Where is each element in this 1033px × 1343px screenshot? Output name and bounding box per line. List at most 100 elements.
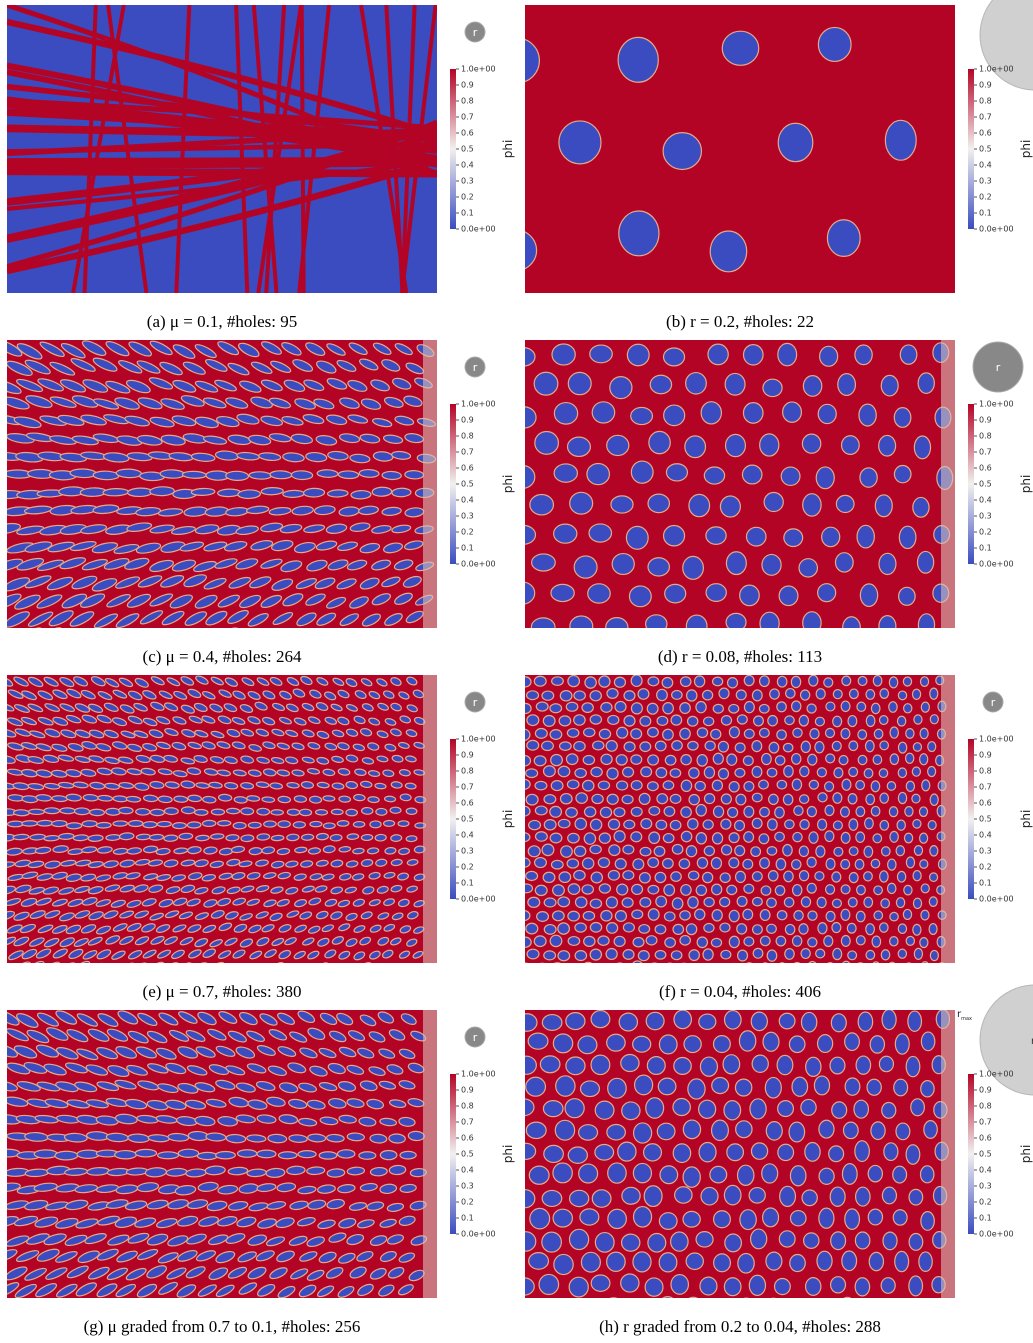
hole xyxy=(735,1079,751,1096)
hole xyxy=(814,1076,829,1095)
hole xyxy=(191,488,215,496)
hole xyxy=(644,1186,662,1207)
hole xyxy=(735,743,745,752)
radius-symbol: r xyxy=(473,361,478,374)
hole xyxy=(881,375,898,396)
hole xyxy=(681,780,691,791)
caption: (g) μ graded from 0.7 to 0.1, #holes: 25… xyxy=(84,1317,361,1336)
hole xyxy=(897,820,905,830)
caption: (b) r = 0.2, #holes: 22 xyxy=(666,312,814,331)
hole xyxy=(626,526,648,549)
hole xyxy=(905,807,913,817)
hole xyxy=(544,898,556,907)
hole xyxy=(864,897,873,907)
colorbar-tick-label: 0.6 xyxy=(979,464,992,473)
hole xyxy=(672,898,683,909)
colorbar-tick-label: 0.5 xyxy=(461,145,474,154)
hole xyxy=(721,794,731,804)
hole xyxy=(158,1152,179,1159)
hole xyxy=(294,795,307,802)
hole xyxy=(864,769,873,778)
hole xyxy=(687,690,697,701)
hole xyxy=(701,402,721,424)
hole xyxy=(526,923,538,934)
hole xyxy=(116,469,142,478)
hole xyxy=(568,911,580,921)
hole xyxy=(398,821,409,827)
hole xyxy=(665,755,676,765)
boundary-fade xyxy=(941,340,955,628)
hole xyxy=(133,961,148,973)
hole xyxy=(575,818,586,829)
hole xyxy=(873,676,882,687)
radius-label: r xyxy=(991,696,996,709)
hole xyxy=(710,1299,727,1316)
hole xyxy=(187,822,201,828)
hole xyxy=(879,1056,893,1071)
colorbar-tick-label: 0.4 xyxy=(461,496,474,505)
hole xyxy=(164,808,178,815)
hole xyxy=(930,688,938,699)
hole xyxy=(930,794,938,805)
hole xyxy=(807,883,816,893)
hole xyxy=(247,1297,268,1315)
hole xyxy=(708,344,728,365)
hole xyxy=(607,1252,626,1271)
colorbar-tick-label: 0.5 xyxy=(979,1150,992,1159)
hole xyxy=(721,950,731,959)
hole xyxy=(631,1299,649,1316)
boundary-fade xyxy=(423,340,437,628)
hole xyxy=(299,809,311,816)
hole xyxy=(347,1133,365,1142)
hole xyxy=(623,871,634,880)
hole xyxy=(694,676,704,687)
hole xyxy=(370,821,381,828)
hole xyxy=(614,963,625,972)
hole xyxy=(686,373,707,394)
colorbar-tick-label: 0.2 xyxy=(979,528,992,537)
hole xyxy=(331,809,343,815)
hole xyxy=(615,701,626,712)
colorbar-tick-label: 0.7 xyxy=(979,1118,992,1127)
hole xyxy=(622,898,633,907)
hole xyxy=(88,835,103,842)
hole xyxy=(542,691,554,700)
hole xyxy=(804,1233,819,1248)
hole xyxy=(914,846,922,856)
hole xyxy=(888,883,896,893)
hole xyxy=(751,1229,767,1249)
hole xyxy=(590,345,613,363)
hole xyxy=(759,780,769,789)
hole xyxy=(688,1079,705,1099)
hole xyxy=(574,556,597,578)
hole xyxy=(566,702,578,711)
hole xyxy=(841,909,850,920)
hole xyxy=(778,1101,794,1117)
hole xyxy=(519,937,531,947)
hole xyxy=(556,1299,575,1316)
hole xyxy=(583,755,594,764)
hole xyxy=(736,871,746,882)
hole xyxy=(699,1142,716,1161)
hole xyxy=(216,1151,236,1158)
hole xyxy=(663,703,674,714)
hole xyxy=(760,858,770,869)
colorbar xyxy=(968,739,974,899)
hole xyxy=(347,963,360,974)
hole xyxy=(248,822,261,828)
hole xyxy=(330,834,342,841)
panel: r0rmax1.0e+000.90.80.70.60.50.40.30.20.1… xyxy=(514,985,1033,1336)
hole xyxy=(872,962,881,973)
hole xyxy=(641,767,652,777)
hole xyxy=(809,832,818,843)
hole xyxy=(833,716,842,727)
hole xyxy=(301,963,314,973)
colorbar-tick-label: 1.0e+00 xyxy=(979,65,1014,74)
hole xyxy=(856,911,865,922)
hole xyxy=(607,435,629,455)
hole xyxy=(880,923,888,932)
hole xyxy=(604,1298,623,1318)
hole xyxy=(917,551,933,573)
hole xyxy=(706,527,726,544)
hole xyxy=(527,715,539,726)
